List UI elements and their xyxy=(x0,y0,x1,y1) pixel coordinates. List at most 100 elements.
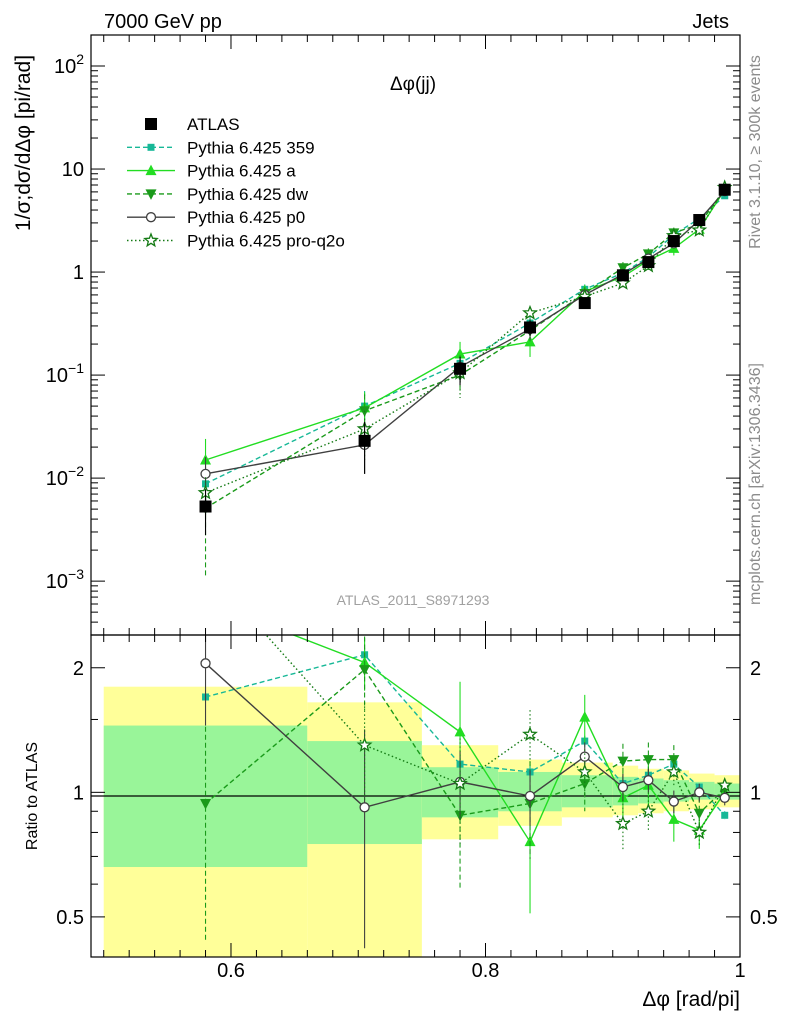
ratio-point-pq2o-3 xyxy=(522,726,538,742)
y-tick-label-1: 10−2 xyxy=(46,463,84,490)
point-data-3 xyxy=(524,321,537,334)
ratio-point-pp0-5 xyxy=(617,781,629,793)
legend-label-pq2o: Pythia 6.425 pro-q2o xyxy=(187,232,345,251)
legend-entry-pa: Pythia 6.425 a xyxy=(127,162,296,181)
ratio-y-tick-label-left-1: 1 xyxy=(73,782,84,804)
point-data-0 xyxy=(199,500,212,513)
ratio-point-pq2o-6 xyxy=(640,803,657,818)
ratio-y-tick-label-left-2: 2 xyxy=(73,658,84,680)
ratio-point-pp0-8 xyxy=(694,787,705,798)
legend-marker-pq2o xyxy=(143,232,159,248)
ratio-uncertainty-bands xyxy=(103,686,740,957)
ratio-point-pa-2 xyxy=(454,725,466,737)
ratio-point-pa-3 xyxy=(524,835,536,847)
ratio-point-pp0-9 xyxy=(719,792,730,803)
main-plot-data xyxy=(197,179,733,577)
legend-label-p359: Pythia 6.425 359 xyxy=(187,138,315,157)
legend-entry-pdw: Pythia 6.425 dw xyxy=(127,185,309,204)
point-data-6 xyxy=(642,256,655,269)
y-tick-label-5: 102 xyxy=(54,51,84,78)
ratio-point-pp0-0 xyxy=(200,658,211,669)
series-line-pa xyxy=(205,189,726,461)
legend-marker-p359 xyxy=(147,143,155,151)
ratio-point-pa-7 xyxy=(668,813,680,824)
ratio-y-tick-label-left-0: 0.5 xyxy=(56,907,84,929)
ratio-point-pdw-6 xyxy=(642,755,654,766)
legend-marker-data xyxy=(145,118,157,130)
plot-title: Δφ(jj) xyxy=(390,74,436,95)
point-pq2o-3 xyxy=(522,304,538,320)
main-plot-y-axis: 10−3 10−2 10−1 1 10 102 xyxy=(46,35,741,636)
ratio-point-pdw-1 xyxy=(359,665,371,676)
point-pq2o-8 xyxy=(691,221,708,237)
ratio-point-pp0-4 xyxy=(579,751,590,762)
ratio-point-pdw-8 xyxy=(693,808,705,820)
ratio-point-pp0-1 xyxy=(359,802,370,813)
ratio-y-axis-label: Ratio to ATLAS xyxy=(24,742,41,850)
ratio-point-pa-4 xyxy=(579,711,591,722)
legend-entry-pq2o: Pythia 6.425 pro-q2o xyxy=(127,232,345,251)
x-axis-label: Δφ [rad/pi] xyxy=(642,988,740,1011)
rivet-version-label: Rivet 3.1.10, ≥ 300k events xyxy=(747,55,764,249)
ratio-point-pp0-7 xyxy=(668,796,679,807)
legend-marker-pa xyxy=(145,164,157,176)
analysis-watermark: ATLAS_2011_S8971293 xyxy=(337,592,490,608)
ratio-y-tick-label-right-1: 1 xyxy=(750,782,761,804)
ratio-point-pq2o-1 xyxy=(356,736,373,752)
main-y-axis-label: 1/σ;dσ/dΔφ [pi/rad] xyxy=(12,55,35,231)
mcplots-reference-label: mcplots.cern.ch [arXiv:1306.3436] xyxy=(747,363,764,605)
ratio-point-pdw-4 xyxy=(579,779,591,790)
series-line-pp0 xyxy=(205,190,726,475)
legend-entry-pp0: Pythia 6.425 p0 xyxy=(127,208,305,227)
ratio-plot-data xyxy=(200,595,733,949)
point-data-8 xyxy=(693,214,706,227)
point-data-9 xyxy=(718,183,731,196)
y-tick-label-2: 10−1 xyxy=(46,360,84,387)
point-data-5 xyxy=(616,269,629,282)
x-tick-label-1: 0.8 xyxy=(472,960,500,982)
ratio-series-pq2o xyxy=(265,635,733,852)
main-plot-panel: 10−3 10−2 10−1 1 10 102 Δφ(jj) ATLAS_2011_S89… xyxy=(12,34,741,636)
ratio-plot-frame xyxy=(90,634,741,958)
legend-label-pp0: Pythia 6.425 p0 xyxy=(187,208,305,227)
ratio-point-pq2o-5 xyxy=(614,815,631,831)
ratio-point-pq2o-2 xyxy=(452,775,468,791)
ratio-line-pa xyxy=(291,635,726,844)
ratio-y-tick-label-right-0: 0.5 xyxy=(750,907,778,929)
point-data-7 xyxy=(667,235,680,248)
ratio-point-pdw-5 xyxy=(617,756,629,768)
legend-marker-pp0 xyxy=(145,212,157,223)
series-line-pdw xyxy=(205,188,726,509)
point-pdw-5 xyxy=(617,263,629,274)
ratio-point-pdw-0 xyxy=(200,798,212,810)
x-tick-label-2: 1 xyxy=(734,960,745,982)
legend-entry-data: ATLAS xyxy=(145,115,240,134)
ratio-line-pdw xyxy=(205,668,726,817)
x-tick-label-0: 0.6 xyxy=(217,960,245,982)
ratio-plot-axes: 0.5 0.5 1 1 2 2 0.6 0.8 1 xyxy=(56,635,778,982)
ratio-point-pp0-6 xyxy=(643,775,654,786)
point-data-2 xyxy=(454,362,467,375)
legend-label-pdw: Pythia 6.425 dw xyxy=(187,185,309,204)
ratio-point-pp0-3 xyxy=(524,790,536,802)
series-line-p359 xyxy=(205,195,726,485)
y-tick-label-3: 1 xyxy=(73,262,84,284)
ratio-y-tick-label-right-2: 2 xyxy=(750,658,761,680)
point-pp0-0 xyxy=(200,468,211,479)
ratio-line-pp0 xyxy=(205,662,725,809)
ratio-plot-panel: 0.5 0.5 1 1 2 2 0.6 0.8 1 Ratio to ATLAS Δφ [rad… xyxy=(24,595,778,1011)
legend-label-data: ATLAS xyxy=(187,115,240,134)
ratio-point-pa-0 xyxy=(200,595,211,606)
series-data xyxy=(199,183,731,536)
legend-label-pa: Pythia 6.425 a xyxy=(187,162,296,181)
legend: ATLAS Pythia 6.425 359 Pythia 6.425 a Pythi… xyxy=(127,115,345,251)
ratio-point-pq2o-7 xyxy=(665,763,682,779)
ratio-line-p359 xyxy=(205,654,726,816)
y-tick-label-0: 10−3 xyxy=(46,566,84,593)
ratio-point-pq2o-4 xyxy=(576,763,593,779)
point-pa-2 xyxy=(454,348,466,359)
header-right: Jets xyxy=(692,11,729,33)
point-data-1 xyxy=(358,434,371,447)
ratio-point-pq2o-8 xyxy=(691,824,708,840)
